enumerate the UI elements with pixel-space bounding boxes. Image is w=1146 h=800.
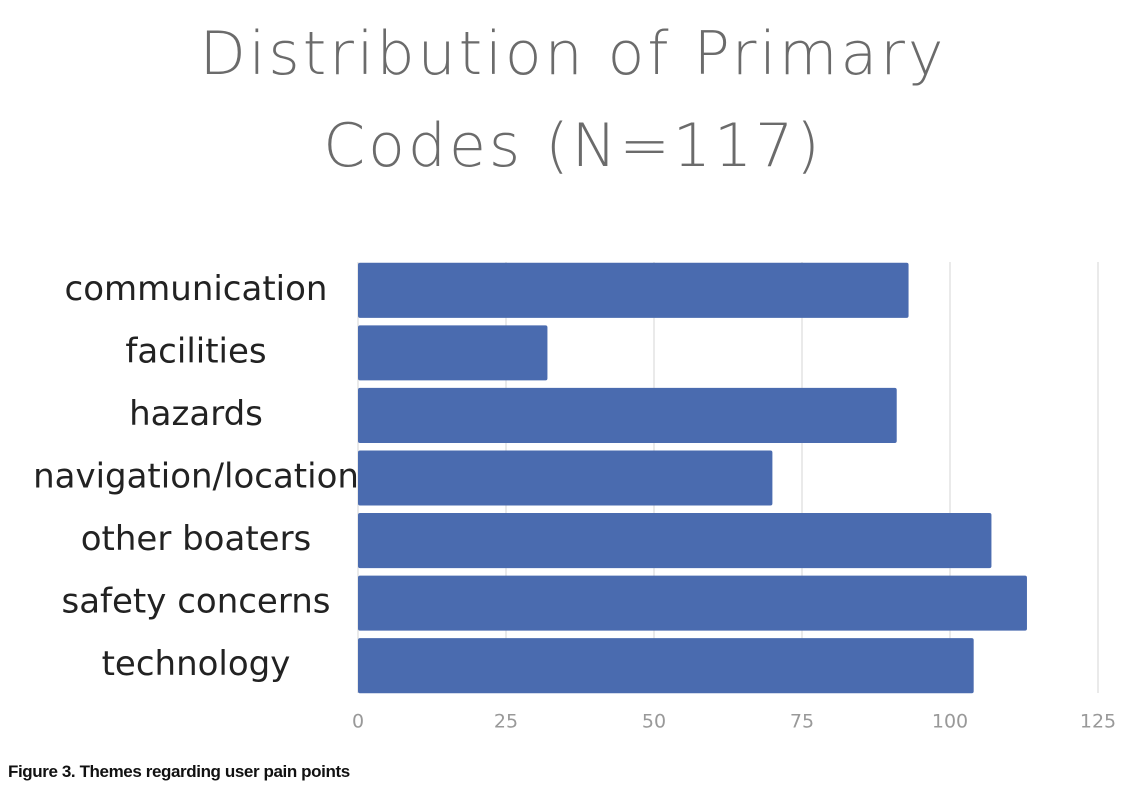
y-tick-label: navigation/location bbox=[33, 457, 359, 497]
y-tick-label: facilities bbox=[125, 331, 266, 371]
x-tick-label: 100 bbox=[932, 711, 968, 733]
y-tick-label: technology bbox=[102, 644, 291, 684]
bar bbox=[358, 450, 773, 506]
y-tick-label: communication bbox=[65, 269, 328, 309]
x-tick-label: 0 bbox=[352, 711, 364, 733]
bar bbox=[358, 387, 897, 443]
bar bbox=[358, 513, 992, 569]
y-tick-label: other boaters bbox=[81, 519, 312, 559]
x-tick-label: 125 bbox=[1080, 711, 1116, 733]
bar bbox=[358, 325, 548, 381]
chart-title: Distribution of Primary Codes (N=117) bbox=[199, 19, 947, 181]
bar bbox=[358, 638, 974, 694]
bar bbox=[358, 575, 1027, 631]
y-tick-label: hazards bbox=[129, 394, 263, 434]
x-tick-label: 75 bbox=[790, 711, 814, 733]
figure-caption: Figure 3. Themes regarding user pain poi… bbox=[8, 762, 350, 781]
bar bbox=[358, 262, 909, 318]
x-tick-label: 25 bbox=[494, 711, 518, 733]
y-tick-label: safety concerns bbox=[62, 582, 331, 622]
x-tick-label: 50 bbox=[642, 711, 666, 733]
